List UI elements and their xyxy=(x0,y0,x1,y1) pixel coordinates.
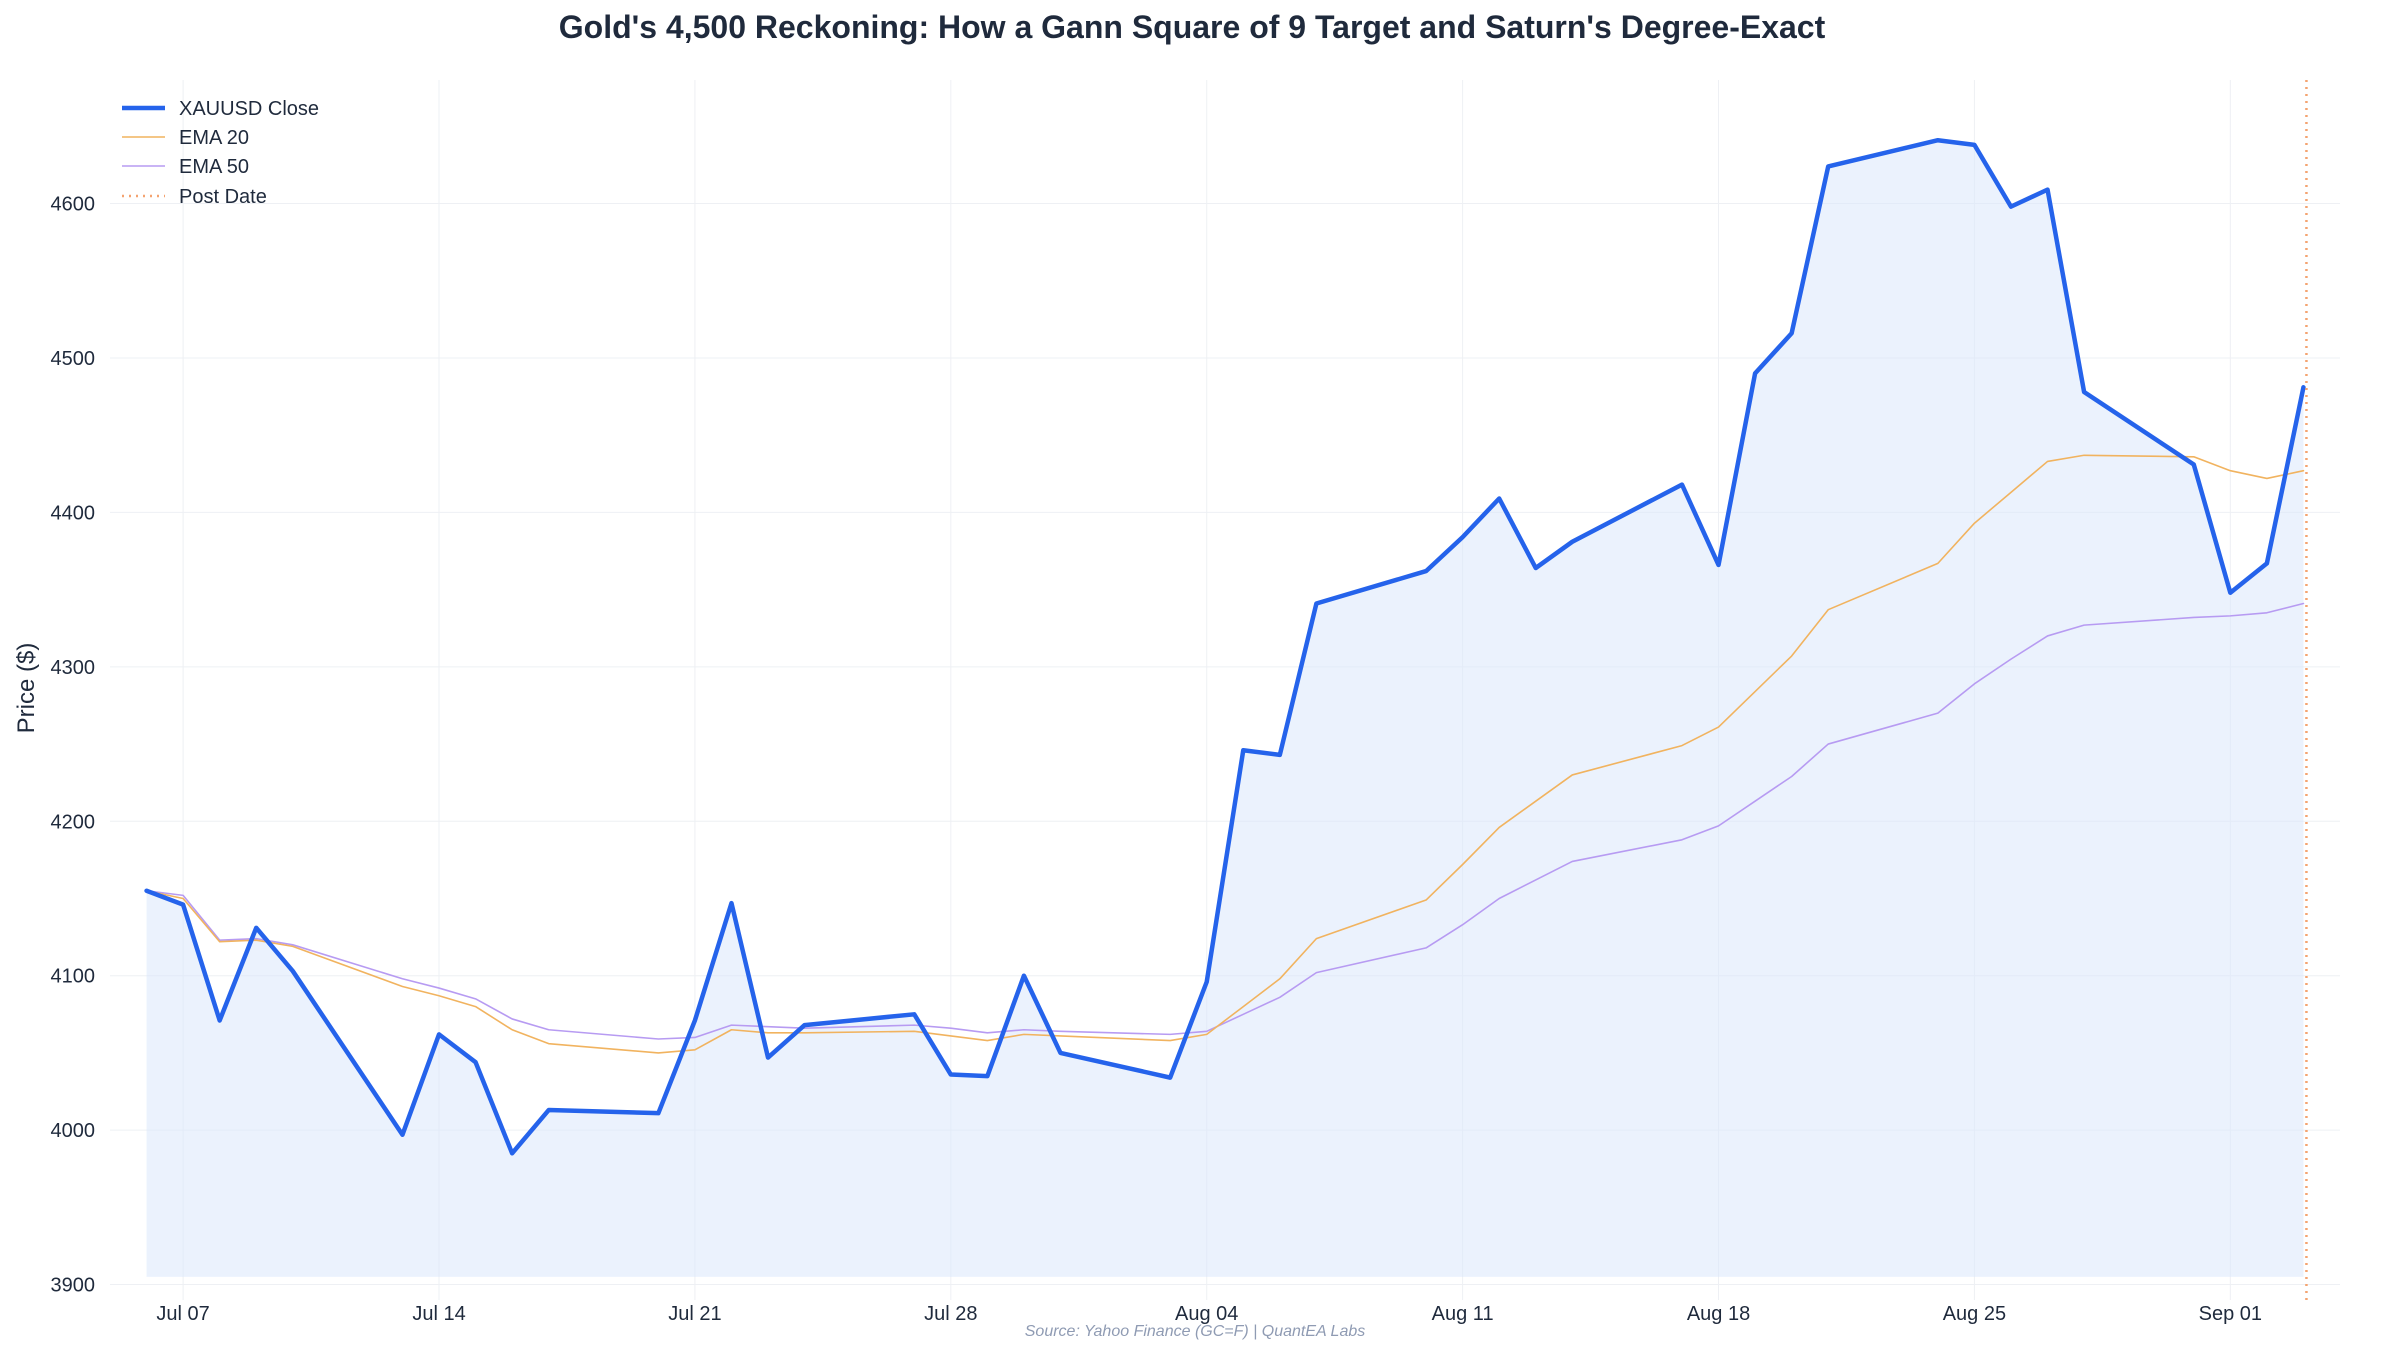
y-tick-label: 4300 xyxy=(51,657,96,679)
x-tick-label: Aug 11 xyxy=(1432,1303,1494,1325)
x-tick-label: Aug 18 xyxy=(1687,1303,1750,1325)
y-tick-label: 4600 xyxy=(51,194,96,216)
y-tick-label: 3900 xyxy=(51,1275,96,1297)
x-tick-label: Sep 01 xyxy=(2199,1303,2262,1325)
x-tick-label: Jul 28 xyxy=(924,1303,977,1325)
y-axis-label: Price ($) xyxy=(13,643,40,734)
x-tick-label: Jul 14 xyxy=(412,1303,465,1325)
x-tick-label: Aug 25 xyxy=(1943,1303,2006,1325)
y-tick-label: 4500 xyxy=(51,348,96,370)
x-axis: Jul 07 Jul 14 Jul 21 Jul 28 Aug 04 Aug 11 Aug … xyxy=(156,1303,2262,1325)
y-axis: 3900 4000 4100 4200 4300 4400 4500 4600 xyxy=(51,194,96,1297)
series-line-xauusd-close xyxy=(144,137,2306,1156)
series-line-ema-20 xyxy=(145,454,2305,1054)
legend-label-ema50: EMA 50 xyxy=(179,156,249,178)
x-tick-label: Jul 07 xyxy=(156,1303,209,1325)
x-tick-label: Jul 21 xyxy=(668,1303,721,1325)
close-area xyxy=(146,140,2304,1277)
y-tick-label: 4100 xyxy=(51,966,96,988)
source-note: Source: Yahoo Finance (GC=F) | QuantEA L… xyxy=(1025,1323,1365,1340)
y-tick-label: 4200 xyxy=(51,811,96,833)
chart-title: Gold's 4,500 Reckoning: How a Gann Squar… xyxy=(559,9,1826,45)
legend: XAUUSD Close EMA 20 EMA 50 Post Date xyxy=(122,98,319,208)
y-tick-label: 4000 xyxy=(51,1120,96,1142)
series-group xyxy=(144,137,2306,1156)
series-line-ema-50 xyxy=(145,602,2305,1040)
legend-label-ema20: EMA 20 xyxy=(179,127,249,149)
y-tick-label: 4400 xyxy=(51,502,96,524)
legend-label-post-date: Post Date xyxy=(179,186,267,208)
legend-label-close: XAUUSD Close xyxy=(179,98,319,120)
x-tick-label: Aug 04 xyxy=(1175,1303,1238,1325)
close-area-fill xyxy=(146,140,2304,1277)
